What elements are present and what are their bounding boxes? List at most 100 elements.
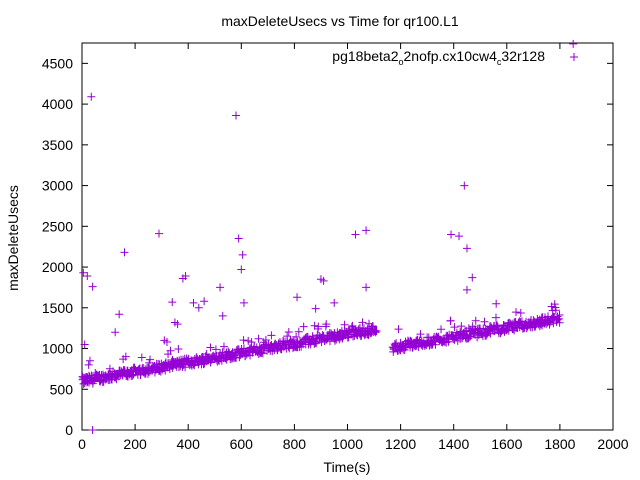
y-tick-label: 3500 (42, 137, 73, 153)
data-point (261, 336, 270, 345)
legend-segment: 2nofp.cx10cw4 (404, 48, 498, 64)
legend-segment: pg18beta2 (332, 48, 398, 64)
data-point-outlier (154, 229, 163, 238)
data-point-outlier (80, 340, 89, 349)
data-point-outlier (84, 360, 93, 369)
data-point-outlier (462, 285, 471, 294)
data-point (161, 358, 170, 367)
data-point (277, 345, 286, 354)
data-point (545, 318, 554, 327)
data-point-outlier (362, 226, 371, 235)
data-point (211, 345, 220, 354)
data-point-outlier (85, 356, 94, 365)
data-point-outlier (330, 298, 339, 307)
legend-subscript: o (398, 57, 403, 67)
y-axis-label: maxDeleteUsecs (5, 185, 21, 291)
data-point (247, 338, 256, 347)
data-point-outlier (311, 304, 320, 313)
data-point (111, 373, 120, 382)
data-point (372, 327, 381, 336)
data-point-outlier (162, 338, 171, 347)
y-tick-label: 0 (65, 422, 73, 438)
x-axis-label: Time(s) (324, 459, 371, 475)
data-point-outlier (447, 230, 456, 239)
data-point-outlier (234, 234, 243, 243)
data-point-outlier (237, 265, 246, 274)
axis-ticks (81, 43, 614, 431)
legend-marker (570, 53, 578, 61)
x-tick-label: 1600 (491, 436, 522, 452)
data-point-outlier (319, 276, 328, 285)
data-point-outlier (115, 310, 124, 319)
x-tick-label: 2000 (597, 436, 628, 452)
data-point (145, 358, 154, 367)
data-point (299, 322, 308, 331)
data-point-outlier (239, 298, 248, 307)
data-point-outlier (351, 230, 360, 239)
data-point (314, 322, 323, 331)
data-point (516, 308, 525, 317)
data-point-outlier (181, 272, 190, 281)
data-point (267, 331, 276, 340)
data-point-outlier (88, 426, 97, 434)
data-point (283, 332, 292, 341)
data-point (254, 334, 263, 343)
data-point-outlier (189, 298, 198, 307)
data-point-outlier (194, 303, 203, 312)
data-point (512, 308, 521, 317)
data-point-outlier (83, 272, 92, 281)
data-point (482, 331, 491, 340)
data-point-outlier (238, 250, 247, 259)
data-point-outlier (492, 299, 501, 308)
data-point-outlier (455, 232, 464, 241)
data-point (437, 325, 446, 334)
data-point (493, 322, 502, 331)
data-point (457, 322, 466, 331)
data-point (464, 334, 473, 343)
y-tick-labels: 0 500 1000 1500 2000 2500 3000 3500 4000 4500 (42, 55, 73, 438)
data-point (358, 318, 367, 327)
x-tick-label: 1000 (332, 436, 363, 452)
data-point-outlier (173, 320, 182, 329)
data-point (551, 303, 560, 312)
legend: pg18beta2o2nofp.cx10cw4c32r128 (332, 48, 578, 67)
data-point (446, 316, 455, 325)
data-point (202, 349, 211, 358)
data-point (414, 342, 423, 351)
data-point (450, 323, 459, 332)
x-tick-label: 800 (283, 436, 307, 452)
data-point-outlier (120, 248, 129, 257)
data-point (555, 318, 564, 327)
x-tick-label: 600 (230, 436, 254, 452)
data-point (226, 352, 235, 361)
chart-title: maxDeleteUsecs vs Time for qr100.L1 (221, 13, 459, 29)
data-points (78, 39, 578, 434)
data-point (371, 328, 380, 337)
data-point-outlier (79, 268, 88, 277)
legend-marker-plus (570, 53, 578, 61)
data-point (548, 314, 557, 323)
data-point (219, 342, 228, 351)
data-point (491, 313, 500, 322)
y-tick-label: 500 (50, 381, 74, 397)
data-point-outlier (218, 311, 227, 320)
legend-segment: 32r128 (501, 48, 545, 64)
data-point-outlier (362, 283, 371, 292)
y-tick-label: 2500 (42, 218, 73, 234)
y-tick-label: 1500 (42, 300, 73, 316)
data-point (244, 336, 253, 345)
x-tick-label: 1800 (544, 436, 575, 452)
data-point-outlier (322, 320, 331, 329)
y-tick-label: 4000 (42, 96, 73, 112)
data-point (337, 332, 346, 341)
data-point (137, 353, 146, 362)
x-tick-label: 1400 (438, 436, 469, 452)
data-point (492, 321, 501, 330)
data-point (349, 332, 358, 341)
x-tick-labels: 0 200 400 600 800 1000 1200 1400 1600 1800 2000 (78, 436, 629, 452)
data-point (284, 327, 293, 336)
data-point (416, 330, 425, 339)
data-point-outlier (111, 328, 120, 337)
y-tick-label: 4500 (42, 55, 73, 71)
